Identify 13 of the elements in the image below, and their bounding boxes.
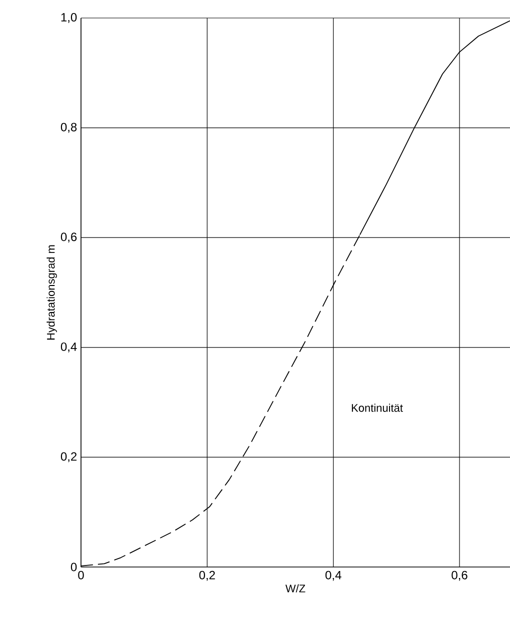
annotation: Kontinuität <box>352 404 403 412</box>
y-tick-label: 0,2 <box>60 452 77 462</box>
x-axis-title: W/Z <box>285 584 306 592</box>
y-tick-label: 0 <box>70 562 77 572</box>
x-tick-label: 0,6 <box>452 570 468 581</box>
x-tick-label: 0,4 <box>325 570 342 581</box>
y-axis-title: Hydratationsgrad m <box>46 245 57 340</box>
y-tick-label: 1,0 <box>61 13 77 23</box>
x-tick-label: 0,2 <box>199 570 215 581</box>
y-tick-label: 0,4 <box>60 342 77 352</box>
x-tick-label: 0 <box>78 570 84 580</box>
y-tick-label: 0,8 <box>60 122 77 133</box>
y-tick-label: 0,6 <box>60 232 77 243</box>
